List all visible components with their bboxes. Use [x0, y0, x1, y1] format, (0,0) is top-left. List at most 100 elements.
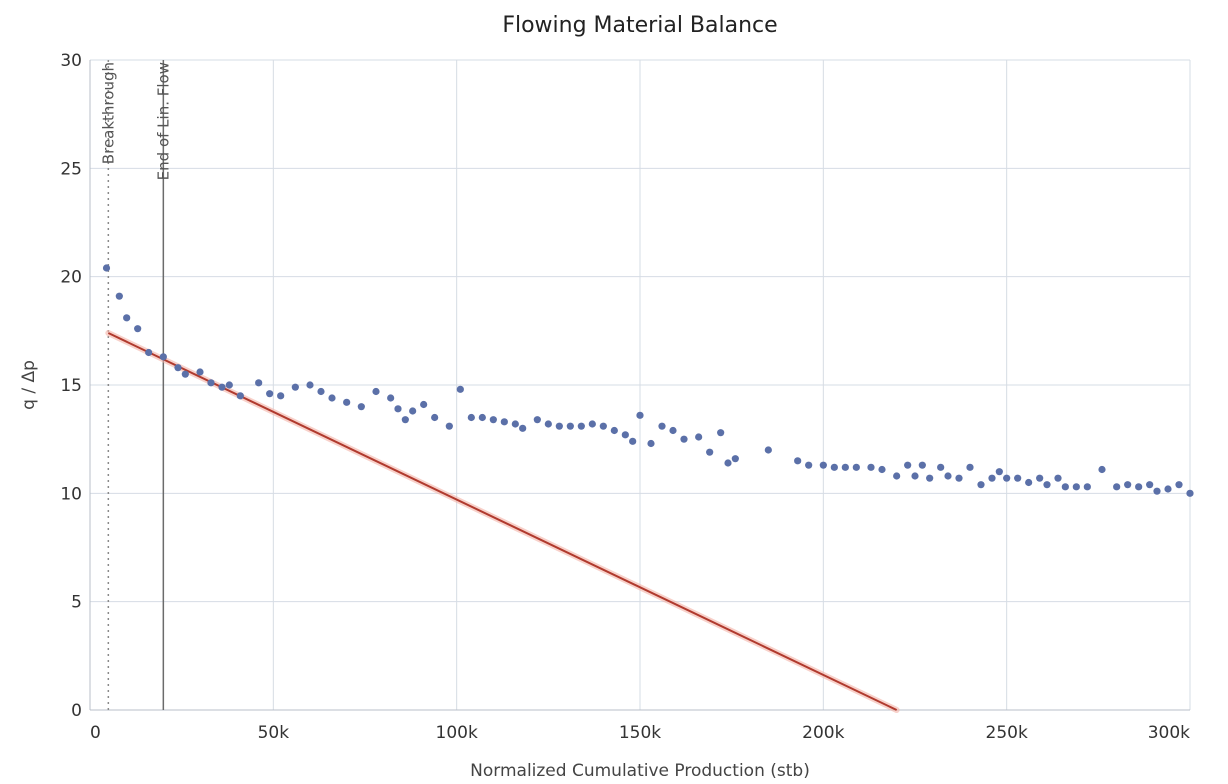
data-point	[372, 387, 380, 396]
data-point	[658, 422, 666, 430]
data-point	[387, 394, 395, 402]
data-point	[533, 416, 541, 424]
data-point	[588, 420, 596, 428]
data-point	[478, 413, 486, 422]
data-point	[196, 368, 204, 376]
data-point	[1025, 478, 1033, 487]
data-point	[867, 463, 875, 471]
data-point	[911, 472, 919, 480]
data-point	[343, 398, 351, 406]
data-point	[218, 383, 226, 391]
data-point	[680, 435, 688, 443]
data-point	[207, 379, 215, 387]
data-point	[174, 364, 182, 372]
data-point	[724, 459, 732, 467]
data-point	[1186, 489, 1194, 497]
data-point	[977, 481, 985, 489]
data-point	[236, 392, 244, 400]
vertical-markers: Breakthrough End of Lin. Flow	[99, 60, 172, 710]
data-point	[1054, 474, 1062, 482]
x-tick-label: 300k	[1148, 723, 1190, 743]
data-point	[566, 422, 574, 430]
data-point	[159, 353, 167, 361]
data-point	[1153, 487, 1161, 495]
data-point	[819, 461, 827, 469]
data-point	[1135, 483, 1143, 491]
x-tick-label: 50k	[258, 723, 290, 743]
data-point	[841, 463, 849, 471]
y-tick-label: 30	[60, 51, 82, 71]
data-point	[794, 457, 802, 465]
trend-line-group	[105, 330, 900, 713]
data-point	[629, 437, 637, 445]
data-point	[878, 465, 886, 474]
data-point	[115, 292, 123, 300]
data-point	[145, 348, 153, 357]
data-point	[181, 370, 189, 378]
y-axis-label: q / Δp	[19, 360, 39, 410]
data-point	[966, 463, 974, 471]
data-point	[1164, 485, 1172, 493]
data-point	[805, 461, 813, 469]
data-point	[995, 468, 1003, 476]
x-tick-label: 200k	[802, 723, 844, 743]
data-point	[291, 383, 299, 391]
data-point	[225, 381, 233, 389]
data-point	[695, 433, 703, 441]
data-point	[1061, 483, 1069, 491]
data-point	[357, 403, 365, 411]
x-tick-label: 150k	[619, 723, 661, 743]
vertical-marker-label: Breakthrough	[99, 62, 117, 164]
data-point	[764, 446, 772, 454]
y-tick-label: 20	[60, 268, 82, 288]
data-point	[1146, 481, 1154, 489]
vertical-marker-label: End of Lin. Flow	[154, 62, 172, 180]
trend-line	[107, 332, 898, 711]
data-point	[669, 426, 677, 435]
data-point	[1043, 481, 1051, 489]
y-tick-label: 5	[71, 593, 82, 613]
x-axis-label: Normalized Cumulative Production (stb)	[470, 761, 810, 781]
grid	[89, 59, 1191, 711]
data-point	[988, 474, 996, 482]
data-point	[420, 400, 428, 409]
y-tick-label: 10	[60, 484, 82, 504]
data-point	[621, 431, 629, 439]
data-point	[456, 385, 464, 393]
data-point	[1036, 474, 1044, 482]
data-point	[306, 381, 314, 389]
data-point	[511, 420, 519, 428]
data-point	[1175, 481, 1183, 489]
chart-title: Flowing Material Balance	[502, 13, 777, 38]
data-point	[1003, 474, 1011, 482]
data-point	[519, 424, 527, 432]
data-point	[266, 390, 274, 398]
data-point	[577, 422, 585, 430]
data-point	[401, 416, 409, 424]
data-point	[489, 416, 497, 424]
data-point	[544, 420, 552, 428]
data-point	[636, 411, 644, 419]
data-point	[955, 474, 963, 482]
data-point	[123, 314, 131, 322]
data-point	[926, 474, 934, 482]
data-point	[1014, 474, 1022, 482]
data-point	[1124, 481, 1132, 489]
data-point	[731, 455, 739, 463]
data-point	[1083, 483, 1091, 491]
data-point	[717, 429, 725, 437]
data-point	[445, 422, 453, 430]
x-tick-label: 100k	[436, 723, 478, 743]
data-point	[706, 448, 714, 456]
data-point	[555, 422, 563, 430]
y-tick-label: 0	[71, 701, 82, 721]
data-point	[944, 472, 952, 480]
data-point	[317, 387, 325, 396]
data-point	[918, 461, 926, 469]
data-point	[852, 463, 860, 471]
data-point	[431, 413, 439, 422]
data-point	[134, 325, 142, 333]
data-point	[409, 407, 417, 415]
data-point	[277, 392, 285, 400]
